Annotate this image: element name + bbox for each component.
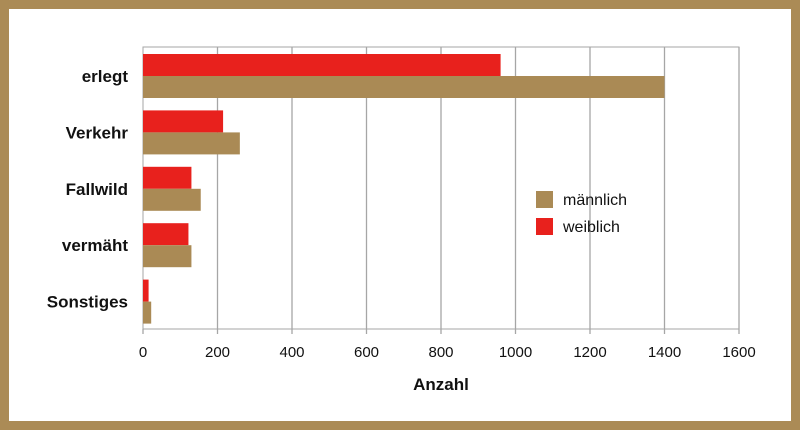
bar-weiblich xyxy=(143,54,501,76)
bar-maennlich xyxy=(143,188,201,211)
x-tick-label: 800 xyxy=(428,344,453,361)
x-tick-label: 400 xyxy=(279,344,304,361)
category-label: erlegt xyxy=(82,67,129,86)
legend-label: männlich xyxy=(563,192,627,209)
category-label: vermäht xyxy=(62,236,128,255)
bar-maennlich xyxy=(143,132,240,155)
tick-labels: 0 200 400 600 800 1000 1200 1400 1600 xyxy=(139,344,756,361)
legend-swatch xyxy=(536,191,553,208)
bar-weiblich xyxy=(143,279,149,302)
x-tick-label: 1000 xyxy=(499,344,532,361)
legend: männlich weiblich xyxy=(536,191,627,236)
bar-weiblich xyxy=(143,223,189,246)
x-tick-label: 1600 xyxy=(722,344,755,361)
x-tick-label: 1400 xyxy=(648,344,681,361)
x-tick-label: 600 xyxy=(354,344,379,361)
bar-weiblich xyxy=(143,110,224,133)
x-tick-label: 200 xyxy=(205,344,230,361)
bar-maennlich xyxy=(143,245,192,268)
bar-maennlich xyxy=(143,301,152,324)
category-labels: erlegt Verkehr Fallwild vermäht Sonstiges xyxy=(47,67,129,312)
bar-maennlich xyxy=(143,76,665,98)
legend-label: weiblich xyxy=(562,219,620,236)
category-label: Sonstiges xyxy=(47,293,128,312)
bar-weiblich xyxy=(143,166,192,189)
category-label: Fallwild xyxy=(66,180,128,199)
x-axis-title: Anzahl xyxy=(413,375,469,394)
bars-group xyxy=(143,54,665,324)
x-tick-label: 1200 xyxy=(573,344,606,361)
category-label: Verkehr xyxy=(66,123,129,142)
legend-swatch xyxy=(536,218,553,235)
x-tick-label: 0 xyxy=(139,344,147,361)
